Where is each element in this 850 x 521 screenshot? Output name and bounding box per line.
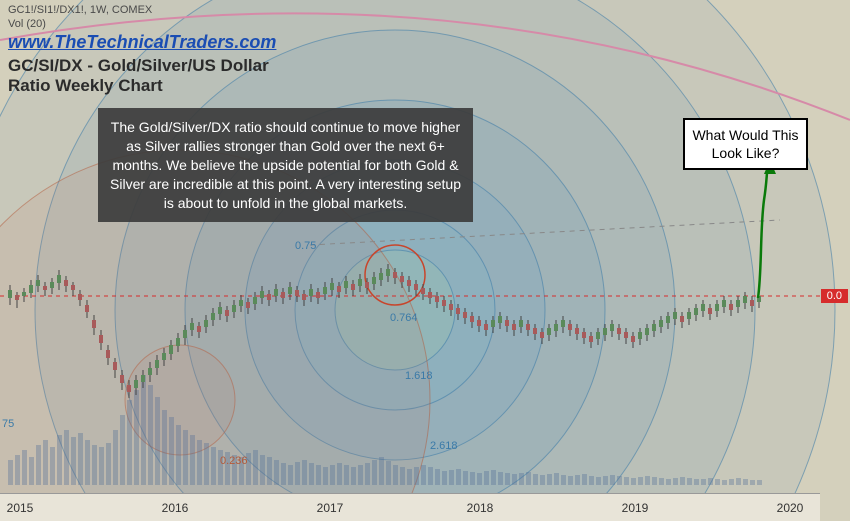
- volume-indicator-label: Vol (20): [8, 18, 46, 30]
- title-line-2: Ratio Weekly Chart: [8, 76, 269, 96]
- analysis-annotation-box: The Gold/Silver/DX ratio should continue…: [98, 108, 473, 222]
- fib-label-0236: 0.236: [220, 455, 248, 467]
- price-axis-zero-label: 0.0: [821, 289, 848, 303]
- ticker-label: GC1!/SI1!/DX1!, 1W, COMEX: [8, 4, 152, 16]
- fib-label-2618: 2.618: [430, 440, 458, 452]
- time-axis-tick: 2020: [777, 501, 804, 515]
- website-link[interactable]: www.TheTechnicalTraders.com: [8, 32, 276, 53]
- fib-label-0764: 0.764: [390, 312, 418, 324]
- chart-title: GC/SI/DX - Gold/Silver/US Dollar Ratio W…: [8, 56, 269, 97]
- time-axis-tick: 2019: [622, 501, 649, 515]
- fib-label-1618: 1.618: [405, 370, 433, 382]
- time-axis[interactable]: 2015 2016 2017 2018 2019 2020: [0, 493, 820, 521]
- time-axis-tick: 2015: [7, 501, 34, 515]
- time-axis-tick: 2018: [467, 501, 494, 515]
- time-axis-tick: 2016: [162, 501, 189, 515]
- fib-label-075: 0.75: [295, 240, 316, 252]
- time-axis-tick: 2017: [317, 501, 344, 515]
- fib-label-075-left: 75: [2, 418, 14, 430]
- chart-container: GC1!/SI1!/DX1!, 1W, COMEX Vol (20) www.T…: [0, 0, 850, 521]
- title-line-1: GC/SI/DX - Gold/Silver/US Dollar: [8, 56, 269, 76]
- callout-annotation-box: What Would This Look Like?: [683, 118, 808, 170]
